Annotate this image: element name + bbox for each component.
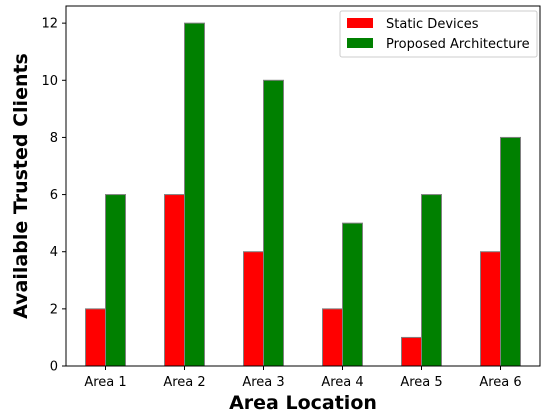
y-tick-label: 12	[41, 17, 58, 32]
bars-group	[85, 22, 521, 367]
y-axis: 0 2 4 6 8 10 12	[41, 17, 66, 375]
y-tick-label: 10	[41, 74, 58, 89]
bar-static-devices-area-1	[85, 308, 106, 367]
legend-swatch	[347, 18, 373, 28]
x-tick-label: Area 4	[321, 375, 363, 390]
x-axis-title: Area Location	[229, 392, 377, 414]
y-tick-label: 6	[50, 188, 58, 203]
legend-swatch	[347, 38, 373, 48]
y-tick-label: 8	[50, 131, 58, 146]
bar-proposed-architecture-area-2	[184, 22, 205, 367]
bar-static-devices-area-3	[243, 251, 264, 367]
y-tick-label: 0	[50, 360, 58, 375]
plot-frame	[65, 5, 541, 367]
bar-static-devices-area-4	[322, 308, 343, 367]
y-tick-label: 2	[50, 302, 58, 317]
bar-static-devices-area-6	[480, 251, 501, 367]
x-tick-label: Area 5	[400, 375, 442, 390]
x-tick-label: Area 6	[479, 375, 521, 390]
bar-proposed-architecture-area-3	[263, 79, 284, 367]
x-tick-label: Area 2	[163, 375, 205, 390]
x-axis: Area 1 Area 2 Area 3 Area 4 Area 5 Area 6	[84, 366, 522, 390]
bar-proposed-architecture-area-5	[421, 194, 442, 367]
y-axis-title: Available Trusted Clients	[10, 53, 32, 319]
bar-static-devices-area-2	[164, 194, 185, 367]
bar-proposed-architecture-area-1	[105, 194, 126, 367]
x-tick-label: Area 3	[242, 375, 284, 390]
y-tick-label: 4	[50, 245, 58, 260]
legend-box	[339, 10, 538, 58]
legend-label: Proposed Architecture	[386, 37, 530, 52]
x-tick-label: Area 1	[84, 375, 126, 390]
legend: Static Devices Proposed Architecture	[339, 10, 538, 58]
bar-static-devices-area-5	[401, 336, 422, 367]
legend-label: Static Devices	[386, 17, 479, 32]
bar-proposed-architecture-area-4	[342, 222, 363, 367]
bar-proposed-architecture-area-6	[500, 136, 521, 367]
